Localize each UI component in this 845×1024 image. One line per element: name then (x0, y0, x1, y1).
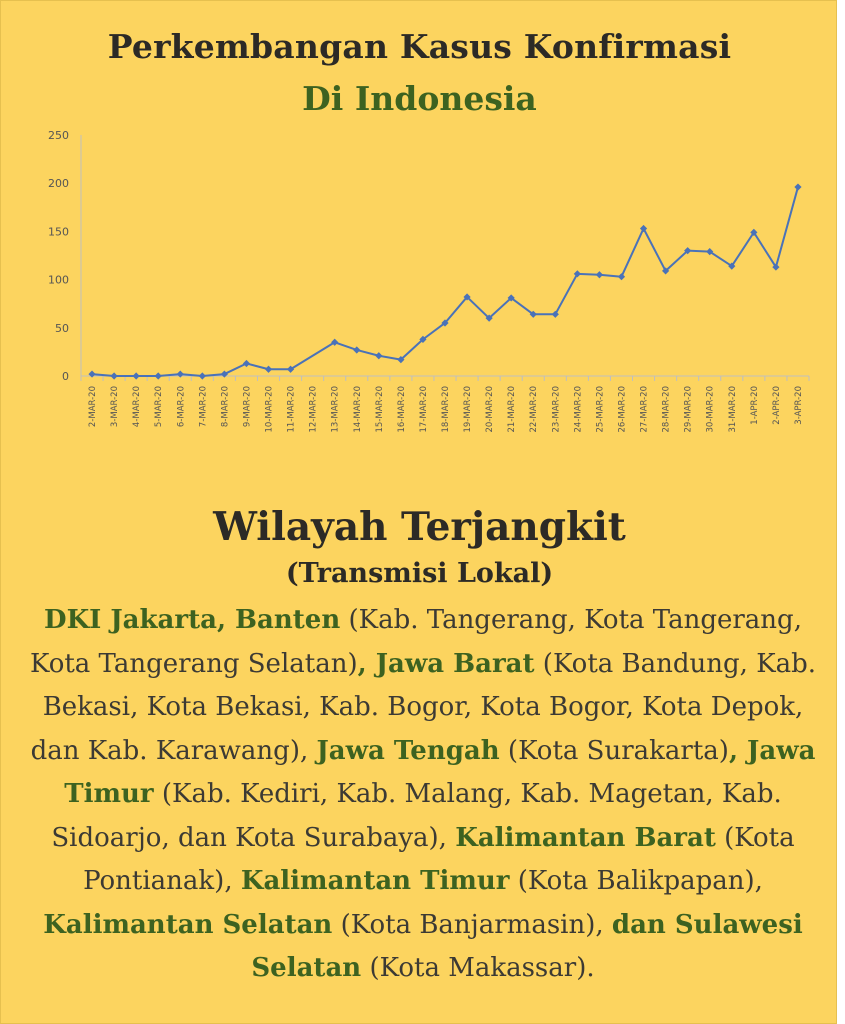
x-tick-label: 21-MAR-20 (507, 386, 517, 432)
region-name: Jawa Tengah (316, 735, 500, 766)
y-tick-label: 200 (48, 177, 69, 190)
x-tick-label: 13-MAR-20 (331, 386, 341, 432)
region-detail: (Kota Pontianak), (83, 822, 795, 897)
data-point (617, 273, 626, 281)
x-tick-label: 11-MAR-20 (287, 386, 297, 432)
x-tick-label: 28-MAR-20 (662, 386, 672, 432)
data-point (375, 352, 383, 360)
region-detail: (Kab. Kediri, Kab. Malang, Kab. Magetan,… (51, 779, 782, 853)
chart-title-line1: Perkembangan Kasus Konfirmasi (107, 27, 732, 66)
section-subheading: (Transmisi Lokal) (285, 558, 554, 589)
region-name: Kalimantan Barat (455, 822, 716, 853)
region-detail: (Kab. Tangerang, Kota Tangerang, Kota Ta… (29, 605, 802, 679)
data-point (573, 270, 581, 278)
region-name: , Jawa Timur (64, 735, 816, 810)
x-tick-label: 29-MAR-20 (684, 386, 694, 432)
x-tick-label: 15-MAR-20 (375, 386, 385, 432)
region-name: , Jawa Barat (357, 648, 535, 679)
x-tick-label: 17-MAR-20 (419, 386, 429, 432)
x-tick-label: 6-MAR-20 (176, 386, 186, 427)
x-tick-label: 30-MAR-20 (706, 386, 716, 432)
data-point (595, 271, 604, 279)
data-point (397, 356, 405, 364)
region-detail: (Kota Bandung, Kab. Bekasi, Kota Bekasi,… (30, 648, 817, 766)
chart-title-line2: Di Indonesia (302, 79, 537, 118)
x-tick-label: 3-MAR-20 (110, 386, 120, 427)
region-detail: (Kota Balikpapan), (509, 866, 763, 896)
data-point (154, 372, 162, 380)
x-tick-label: 4-MAR-20 (132, 386, 142, 427)
data-point (706, 248, 714, 256)
data-point (353, 346, 361, 354)
x-tick-label: 19-MAR-20 (463, 386, 473, 432)
x-tick-label: 22-MAR-20 (529, 386, 539, 432)
region-detail: (Kota Banjarmasin), (332, 909, 612, 940)
y-tick-label: 250 (48, 129, 69, 142)
x-tick-label: 25-MAR-20 (595, 386, 605, 432)
x-tick-label: 24-MAR-20 (573, 386, 583, 432)
y-tick-label: 150 (48, 225, 69, 238)
x-tick-label: 20-MAR-20 (485, 386, 495, 432)
x-tick-label: 27-MAR-20 (640, 386, 650, 432)
x-tick-label: 18-MAR-20 (441, 386, 451, 432)
y-tick-label: 50 (55, 322, 69, 335)
data-point (551, 310, 559, 318)
region-name: dan Sulawesi Selatan (251, 909, 803, 984)
region-name: Kalimantan Timur (240, 866, 510, 896)
region-detail: (Kota Surakarta) (499, 735, 729, 766)
region-name: Kalimantan Selatan (43, 909, 333, 940)
line-chart: 0 50 100 150 200 250 2-MAR-20 3-MAR-20 4-MAR-20 5… (48, 129, 810, 432)
x-tick-label: 5-MAR-20 (154, 386, 164, 427)
x-tick-label: 31-MAR-20 (728, 386, 738, 432)
x-tick-label: 2-MAR-20 (88, 386, 98, 427)
x-tick-label: 14-MAR-20 (353, 386, 363, 432)
data-point (176, 370, 184, 378)
x-tick-label: 26-MAR-20 (617, 386, 627, 432)
data-point (772, 263, 780, 271)
data-point (529, 310, 537, 318)
data-point (110, 372, 118, 380)
x-tick-label: 23-MAR-20 (551, 386, 561, 432)
data-point (88, 370, 96, 378)
x-tick-label: 3-APR-20 (794, 386, 804, 425)
region-detail: (Kota Makassar). (361, 953, 595, 983)
data-point (198, 372, 206, 380)
y-tick-label: 0 (62, 370, 69, 383)
data-point (684, 247, 692, 255)
x-tick-label: 2-APR-20 (772, 386, 782, 425)
series-line (91, 186, 799, 377)
data-point (639, 224, 648, 233)
region-name: DKI Jakarta, Banten (44, 605, 341, 635)
x-tick-label: 12-MAR-20 (309, 386, 319, 432)
x-tick-label: 16-MAR-20 (397, 386, 407, 432)
data-point (264, 365, 273, 373)
data-point (662, 267, 670, 275)
regions-paragraph: DKI Jakarta, Banten (Kab. Tangerang, Kot… (23, 599, 823, 991)
x-tick-label: 7-MAR-20 (198, 386, 208, 427)
x-tick-label: 8-MAR-20 (220, 386, 230, 427)
data-point (132, 372, 140, 380)
x-tick-label: 9-MAR-20 (242, 386, 252, 427)
section-heading: Wilayah Terjangkit (213, 504, 626, 550)
x-tick-label: 1-APR-20 (750, 386, 760, 425)
data-point (728, 262, 736, 270)
data-point (794, 183, 802, 191)
data-point (242, 359, 251, 368)
data-point (331, 338, 339, 346)
data-point (220, 370, 228, 378)
y-tick-label: 100 (48, 274, 69, 287)
x-tick-label: 10-MAR-20 (265, 386, 275, 432)
